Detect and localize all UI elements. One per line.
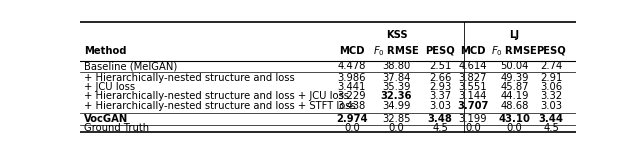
Text: 3.551: 3.551: [458, 82, 487, 92]
Text: MCD: MCD: [460, 46, 486, 56]
Text: 44.19: 44.19: [500, 91, 529, 101]
Text: 3.06: 3.06: [540, 82, 563, 92]
Text: 0.0: 0.0: [465, 123, 481, 133]
Text: PESQ: PESQ: [536, 46, 566, 56]
Text: 3.199: 3.199: [458, 114, 487, 124]
Text: 3.03: 3.03: [429, 101, 451, 111]
Text: MCD: MCD: [339, 46, 365, 56]
Text: 3.37: 3.37: [429, 91, 451, 101]
Text: Baseline (MelGAN): Baseline (MelGAN): [84, 61, 177, 71]
Text: 3.438: 3.438: [338, 101, 366, 111]
Text: 0.0: 0.0: [344, 123, 360, 133]
Text: 2.974: 2.974: [336, 114, 367, 124]
Text: 43.10: 43.10: [499, 114, 531, 124]
Text: 4.5: 4.5: [432, 123, 448, 133]
Text: 32.85: 32.85: [382, 114, 411, 124]
Text: 48.68: 48.68: [500, 101, 529, 111]
Text: $F_0$ RMSE: $F_0$ RMSE: [373, 44, 420, 58]
Text: 0.0: 0.0: [388, 123, 404, 133]
Text: + Hierarchically-nested structure and loss + STFT loss: + Hierarchically-nested structure and lo…: [84, 101, 356, 111]
Text: 37.84: 37.84: [382, 73, 411, 83]
Text: 2.51: 2.51: [429, 61, 451, 71]
Text: + Hierarchically-nested structure and loss + JCU loss: + Hierarchically-nested structure and lo…: [84, 91, 349, 101]
Text: 3.986: 3.986: [337, 73, 366, 83]
Text: 3.44: 3.44: [539, 114, 564, 124]
Text: 3.32: 3.32: [540, 91, 563, 101]
Text: 49.39: 49.39: [500, 73, 529, 83]
Text: VocGAN: VocGAN: [84, 114, 128, 124]
Text: Method: Method: [84, 46, 127, 56]
Text: 50.04: 50.04: [500, 61, 529, 71]
Text: Ground Truth: Ground Truth: [84, 123, 149, 133]
Text: 3.03: 3.03: [540, 101, 562, 111]
Text: 3.441: 3.441: [338, 82, 366, 92]
Text: 2.74: 2.74: [540, 61, 563, 71]
Text: 2.91: 2.91: [540, 73, 563, 83]
Text: 3.229: 3.229: [337, 91, 366, 101]
Text: 34.99: 34.99: [382, 101, 411, 111]
Text: 3.144: 3.144: [459, 91, 487, 101]
Text: KSS: KSS: [386, 30, 407, 40]
Text: PESQ: PESQ: [425, 46, 455, 56]
Text: 32.36: 32.36: [381, 91, 412, 101]
Text: LJ: LJ: [509, 30, 520, 40]
Text: + JCU loss: + JCU loss: [84, 82, 135, 92]
Text: 4.614: 4.614: [459, 61, 487, 71]
Text: 35.39: 35.39: [382, 82, 411, 92]
Text: 0.0: 0.0: [507, 123, 522, 133]
Text: 2.93: 2.93: [429, 82, 451, 92]
Text: 38.80: 38.80: [382, 61, 411, 71]
Text: 3.707: 3.707: [457, 101, 488, 111]
Text: 2.66: 2.66: [429, 73, 451, 83]
Text: 4.478: 4.478: [338, 61, 366, 71]
Text: 45.87: 45.87: [500, 82, 529, 92]
Text: 3.827: 3.827: [459, 73, 487, 83]
Text: 3.48: 3.48: [428, 114, 452, 124]
Text: $F_0$ RMSE: $F_0$ RMSE: [491, 44, 538, 58]
Text: + Hierarchically-nested structure and loss: + Hierarchically-nested structure and lo…: [84, 73, 294, 83]
Text: 4.5: 4.5: [543, 123, 559, 133]
